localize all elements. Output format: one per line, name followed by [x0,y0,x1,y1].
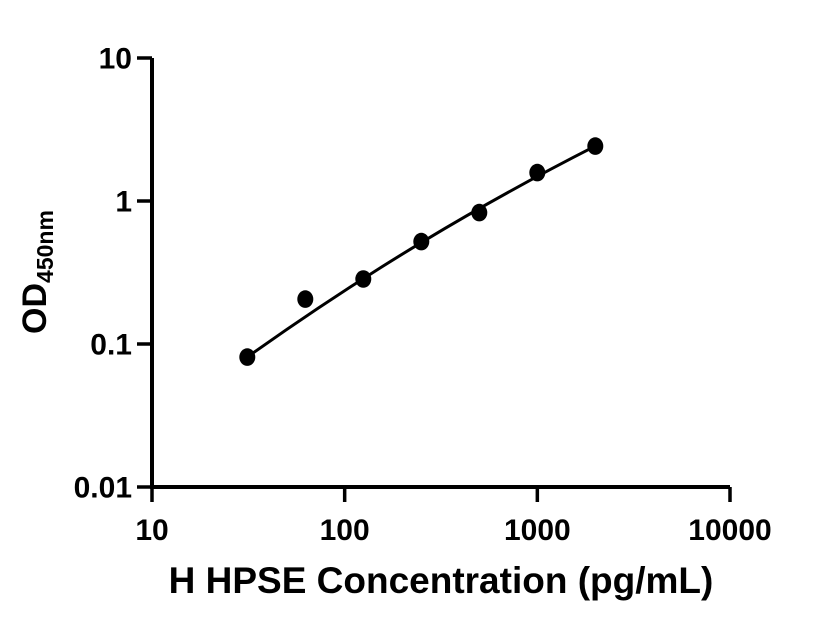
y-tick-label: 0.1 [90,329,132,362]
data-point-marker [587,137,604,155]
x-tick-label: 10 [135,514,168,547]
data-point-layer [239,137,604,366]
data-point-marker [471,203,488,222]
data-point-marker [413,232,430,251]
x-tick-label: 1000 [504,514,571,547]
y-tick-label: 1 [115,186,132,219]
axes-layer [150,58,730,489]
data-point-marker [297,290,314,308]
data-point-marker [355,270,372,288]
y-axis-title: OD450nm [16,210,58,334]
x-axis-title: H HPSE Concentration (pg/mL) [169,560,714,601]
x-tick-label: 10000 [688,514,771,547]
x-tick-label: 100 [320,514,370,547]
y-tick-label: 0.01 [74,472,132,505]
data-point-marker [239,348,256,366]
data-point-marker [529,163,546,182]
y-tick-label: 10 [99,43,132,76]
tick-layer [137,56,732,502]
axis-lines [150,58,730,489]
